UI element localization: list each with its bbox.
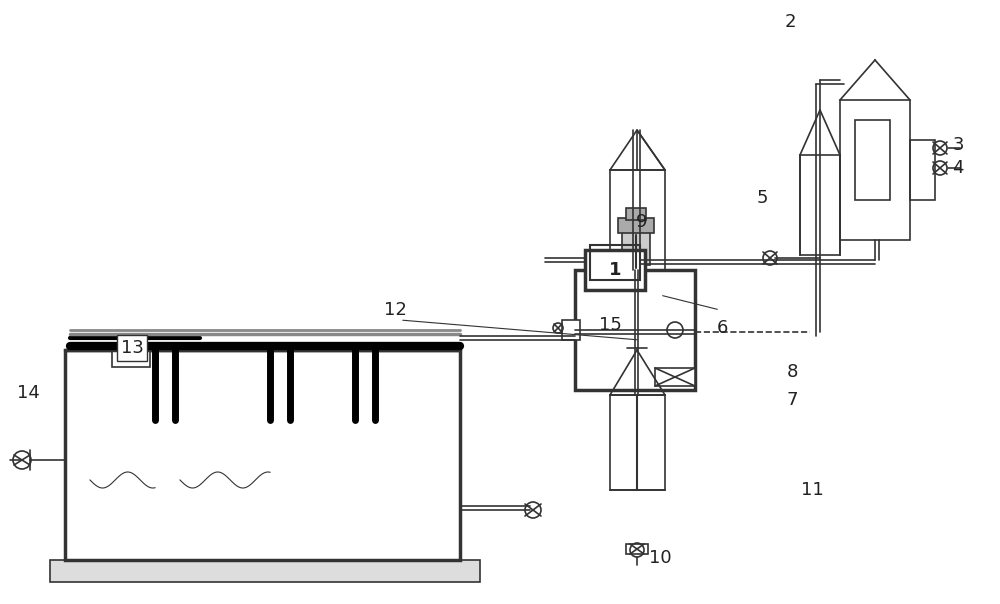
Bar [655,368,695,386]
Bar [800,155,840,255]
Bar [618,218,654,233]
Bar [562,320,580,340]
Bar [610,395,665,490]
Text: 11: 11 [801,481,823,499]
Bar [65,350,460,560]
Text: 12: 12 [384,301,406,319]
Bar [855,120,890,200]
Bar [910,140,935,200]
Text: 4: 4 [952,159,964,177]
Text: 9: 9 [636,213,648,231]
Text: 6: 6 [716,319,728,337]
Bar [575,270,695,390]
Text: 7: 7 [786,391,798,409]
Bar [622,230,650,265]
Text: 13: 13 [121,339,143,357]
Bar [50,560,480,582]
Text: 15: 15 [599,316,621,334]
Text: 1: 1 [609,261,621,279]
Bar [112,345,150,367]
Text: 8: 8 [786,363,798,381]
Bar [626,208,646,220]
Text: 5: 5 [756,189,768,207]
Bar [610,170,665,270]
Text: 2: 2 [784,13,796,31]
Text: 14: 14 [17,384,39,402]
Bar [626,544,648,554]
Text: 10: 10 [649,549,671,567]
Text: 3: 3 [952,136,964,154]
Bar [840,100,910,240]
Bar [585,250,645,290]
Bar [590,245,640,280]
